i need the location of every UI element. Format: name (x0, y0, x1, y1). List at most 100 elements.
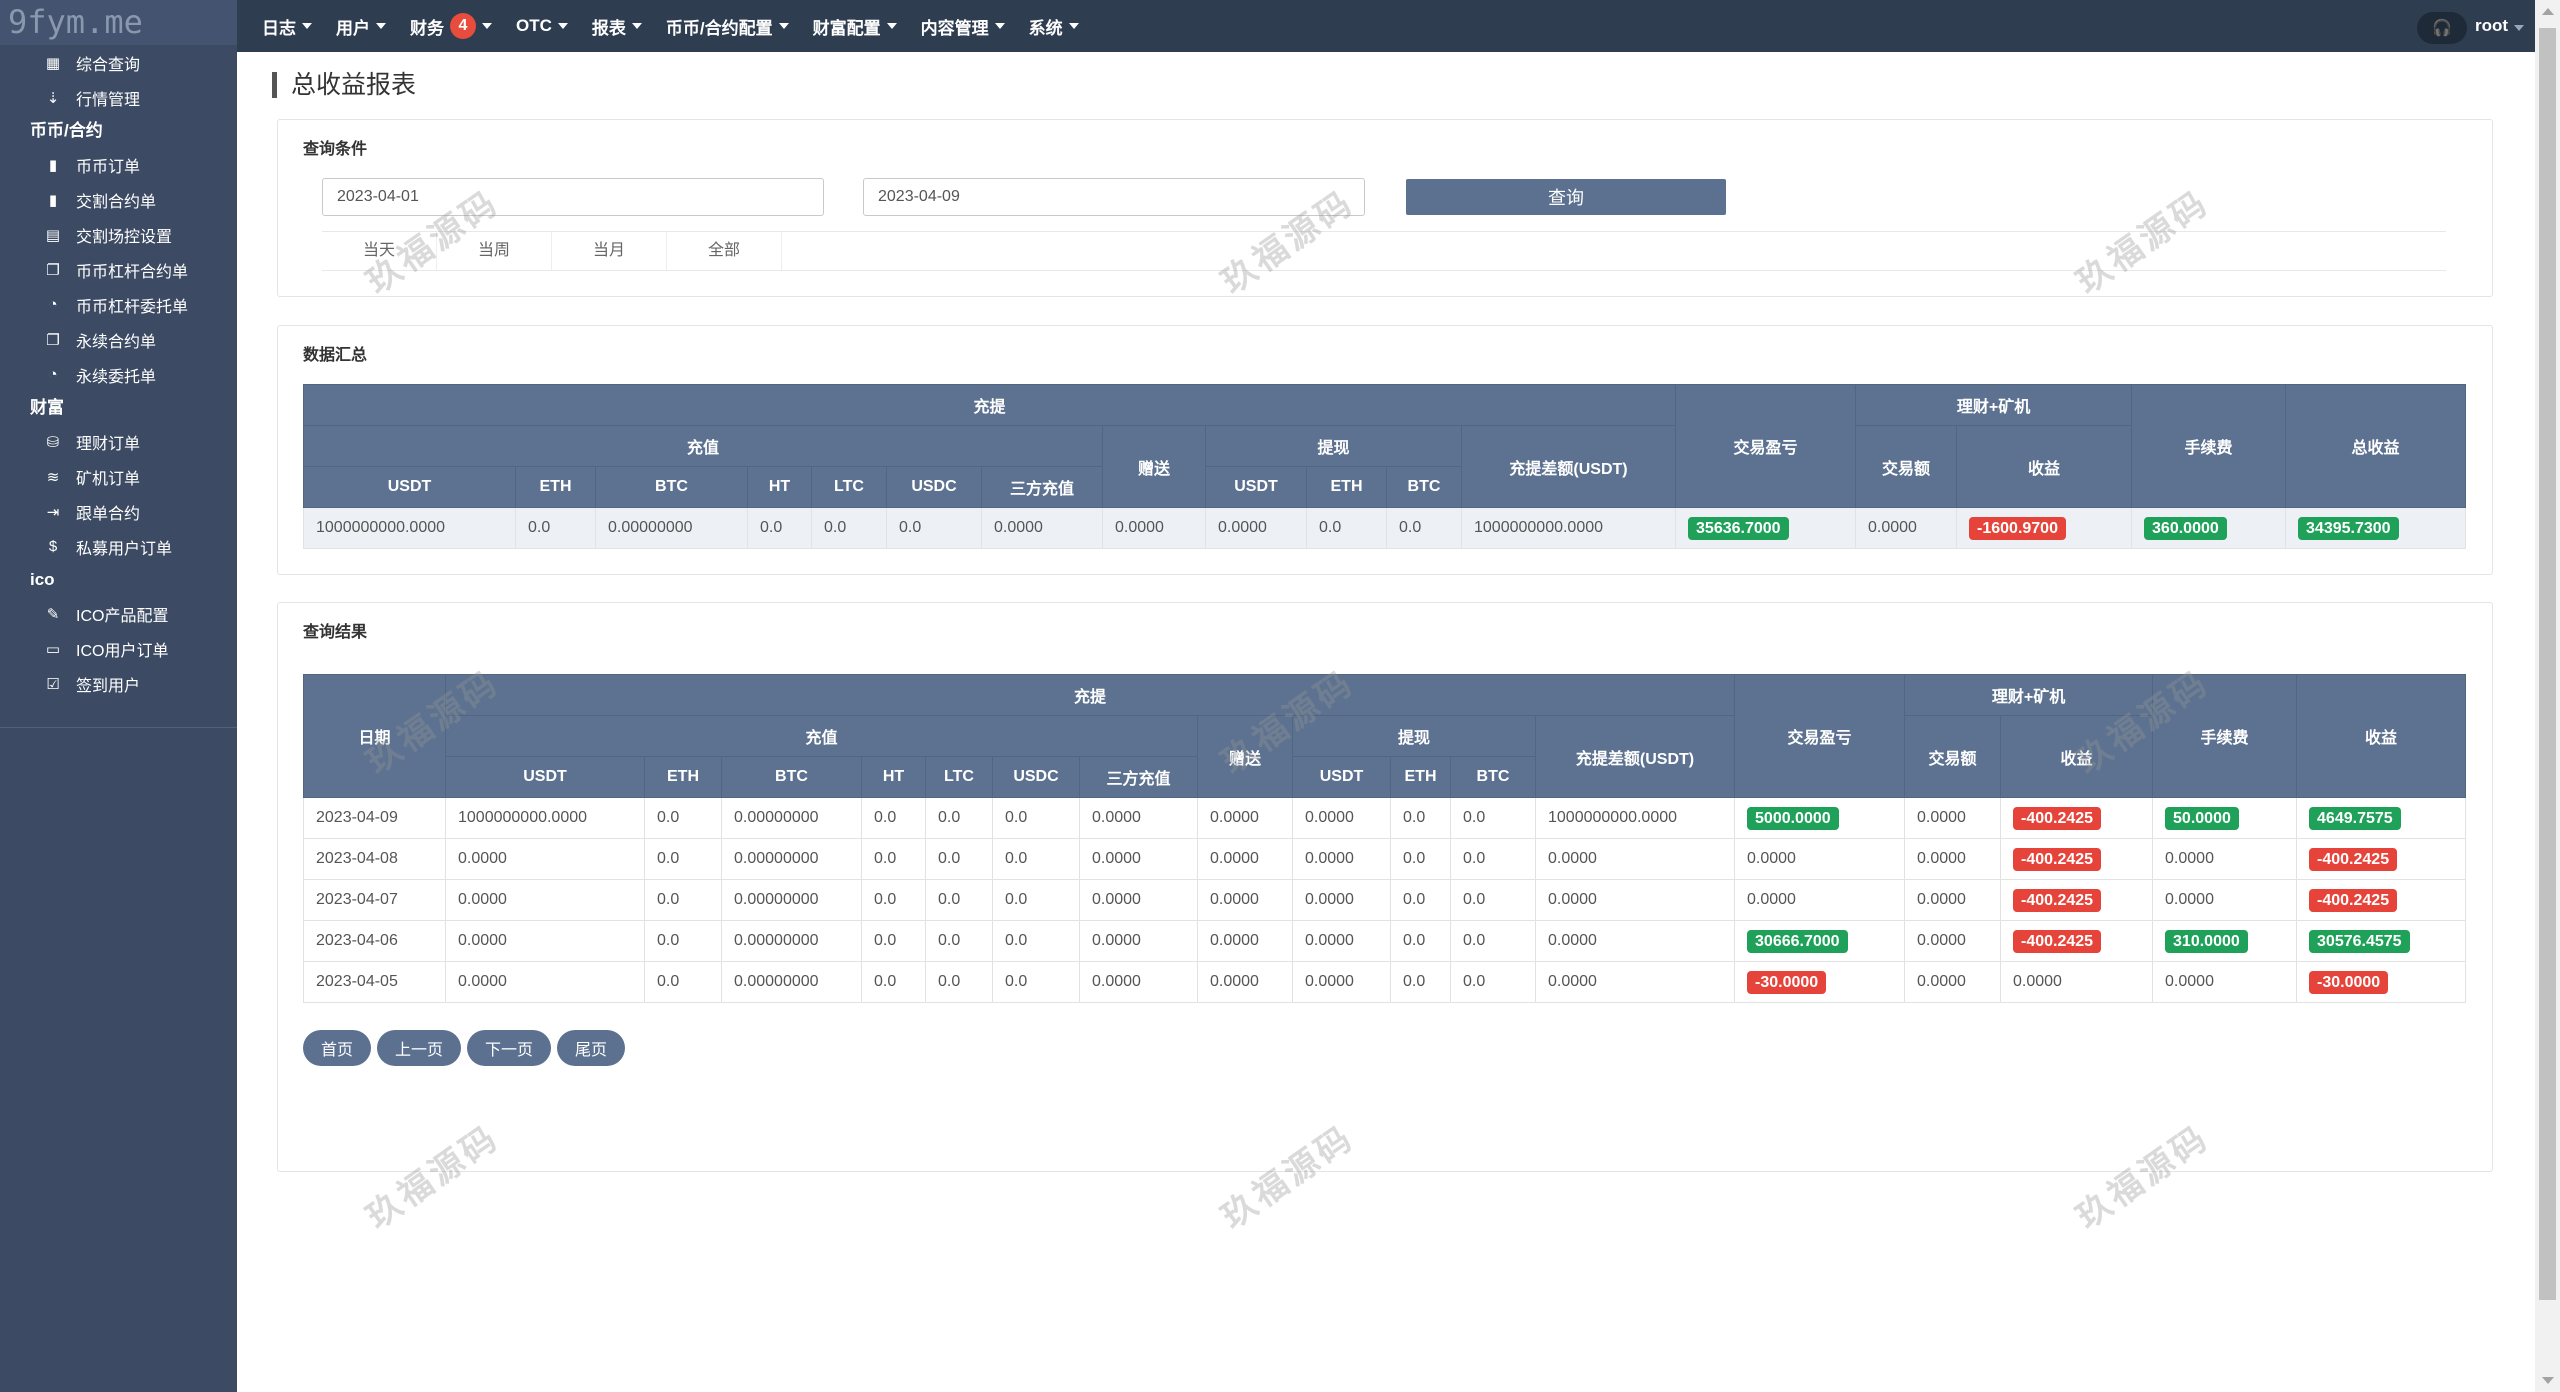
quick-range-tab[interactable]: 当周 (437, 232, 552, 270)
sidebar-item[interactable]: ☑ 签到用户 (0, 666, 237, 701)
pager-button[interactable]: 尾页 (557, 1030, 626, 1066)
value-badge: 5000.0000 (1747, 806, 1839, 830)
column-header: USDT (1292, 756, 1391, 798)
end-date-input[interactable] (863, 178, 1365, 216)
sidebar-item[interactable]: ▦ 综合查询 (0, 45, 237, 80)
table-cell: 0.0 (925, 797, 993, 839)
table-cell: 0.0000 (1079, 879, 1198, 921)
sidebar-item[interactable]: ⛁ 理财订单 (0, 424, 237, 459)
column-header: ETH (1306, 466, 1387, 508)
table-cell: 0.0000 (1534, 879, 1736, 921)
column-header: USDT (445, 756, 645, 798)
table-cell: 4649.7575 (2296, 797, 2467, 839)
summary-panel: 数据汇总 充提 交易盈亏 理财+矿机 手续费 总收益 充值 赠送 提现 充提差额(USDT) 交易… (277, 325, 2493, 575)
scrollbar-thumb[interactable] (2539, 28, 2556, 1300)
start-date-input[interactable] (322, 178, 824, 216)
table-cell: 0.0 (1450, 879, 1536, 921)
sort-icon: ⇣ (46, 89, 60, 107)
table-cell: 0.0000 (1205, 507, 1307, 549)
sidebar-item[interactable]: ▮ 币币订单 (0, 147, 237, 182)
headset-icon[interactable]: 🎧 (2417, 12, 2467, 44)
table-cell: 0.0000 (445, 920, 645, 962)
table-cell: 5000.0000 (1734, 797, 1906, 839)
column-header: USDT (303, 466, 516, 508)
nav-menu-item[interactable]: 财富配置 (813, 13, 897, 39)
table-cell: 0.0000 (1292, 920, 1391, 962)
database-icon: ⛁ (46, 433, 60, 451)
pager-button[interactable]: 上一页 (377, 1030, 462, 1066)
sidebar-item[interactable]: ✎ ICO产品配置 (0, 596, 237, 631)
user-menu[interactable]: root (2475, 0, 2535, 52)
caret-down-icon (557, 23, 568, 29)
table-cell: 0.0 (1450, 920, 1536, 962)
table-cell: 0.0 (861, 920, 926, 962)
sidebar-item[interactable]: ❐ 币币杠杆合约单 (0, 252, 237, 287)
nav-menu-item[interactable]: 系统 (1029, 13, 1079, 39)
table-cell: 0.0000 (1292, 961, 1391, 1003)
nav-label: 币币/合约配置 (665, 18, 773, 38)
table-cell: -400.2425 (2000, 920, 2154, 962)
nav-menu-item[interactable]: 日志 (262, 13, 312, 39)
scroll-up-icon[interactable] (2542, 8, 2554, 15)
value-badge: 35636.7000 (1688, 516, 1789, 540)
sidebar-item[interactable]: ⇥ 跟单合约 (0, 494, 237, 529)
nav-menu-item[interactable]: 财务 4 (410, 13, 492, 39)
sidebar-divider (0, 727, 237, 728)
table-cell: 0.0 (925, 879, 993, 921)
table-cell: 0.0 (925, 838, 993, 880)
table-cell: 0.0 (1390, 838, 1451, 880)
bookmark-icon: ▮ (48, 156, 58, 174)
group-header: 理财+矿机 (1904, 674, 2154, 716)
column-header: USDC (886, 466, 982, 508)
pager-button[interactable]: 下一页 (467, 1030, 552, 1066)
column-header: 收益 (2000, 715, 2154, 798)
top-navbar: 日志 用户 财务 4 OTC 报表 币币/合约配置 财富配置 内容管理 系统 🎧 root (237, 0, 2535, 52)
nav-menu-item[interactable]: 币币/合约配置 (666, 13, 789, 39)
sidebar-item[interactable]: ◔ 永续委托单 (0, 357, 237, 392)
group-header: 理财+矿机 (1855, 384, 2133, 426)
grid-icon: ▦ (45, 54, 61, 72)
nav-menu-item[interactable]: 用户 (336, 13, 386, 39)
sidebar-item[interactable]: ⇣ 行情管理 (0, 80, 237, 115)
sidebar-item[interactable]: ◔ 币币杠杆委托单 (0, 287, 237, 322)
quick-range-tab[interactable]: 当天 (322, 232, 437, 270)
sidebar-item[interactable]: ▤ 交割场控设置 (0, 217, 237, 252)
sidebar-item[interactable]: ❐ 永续合约单 (0, 322, 237, 357)
table-cell: 0.0000 (1904, 961, 2002, 1003)
sidebar-item[interactable]: ▮ 交割合约单 (0, 182, 237, 217)
quick-range-tabs: 当天 当周 当月 全部 (322, 231, 2446, 271)
nav-label: OTC (516, 16, 552, 35)
table-cell: 0.0 (1450, 838, 1536, 880)
table-cell: 0.0000 (445, 879, 645, 921)
dollar-icon: $ (48, 538, 58, 555)
quick-range-tab[interactable]: 当月 (552, 232, 667, 270)
nav-menu-item[interactable]: 内容管理 (921, 13, 1005, 39)
table-row: 2023-04-09 1000000000.0000 0.0 0.00000000 0.… (303, 797, 2467, 839)
value-badge: -400.2425 (2013, 888, 2102, 912)
nav-menu-item[interactable]: 报表 (592, 13, 642, 39)
scroll-down-icon[interactable] (2542, 1377, 2554, 1384)
quick-range-tab[interactable]: 全部 (667, 232, 782, 270)
table-cell: 0.0 (644, 879, 722, 921)
table-cell: 0.0000 (1292, 838, 1391, 880)
copy-icon: ❐ (46, 261, 60, 279)
caret-down-icon (302, 23, 312, 29)
sidebar-item[interactable]: ≋ 矿机订单 (0, 459, 237, 494)
table-cell: 2023-04-07 (303, 879, 446, 921)
sidebar-item[interactable]: $ 私募用户订单 (0, 529, 237, 564)
column-header: 赠送 (1197, 715, 1293, 798)
table-cell: 0.0000 (1197, 879, 1293, 921)
table-cell: -1600.9700 (1956, 507, 2133, 549)
value-badge: -400.2425 (2309, 888, 2398, 912)
copy-icon: ❐ (46, 331, 60, 349)
results-table: 日期 充提 交易盈亏 理财+矿机 手续费 收益 充值 赠送 提现 充提差额(USDT) 交易额 收益 U… (303, 674, 2467, 1003)
table-cell: 0.0 (644, 797, 722, 839)
page-title: 总收益报表 (272, 72, 416, 98)
sidebar-item[interactable]: ▭ ICO用户订单 (0, 631, 237, 666)
scrollbar[interactable] (2535, 0, 2560, 1392)
nav-label: 财富配置 (812, 18, 881, 38)
table-cell: 0.0000 (1197, 797, 1293, 839)
pager-button[interactable]: 首页 (303, 1030, 372, 1066)
nav-menu-item[interactable]: OTC (516, 13, 568, 39)
query-button[interactable]: 查询 (1406, 179, 1726, 215)
